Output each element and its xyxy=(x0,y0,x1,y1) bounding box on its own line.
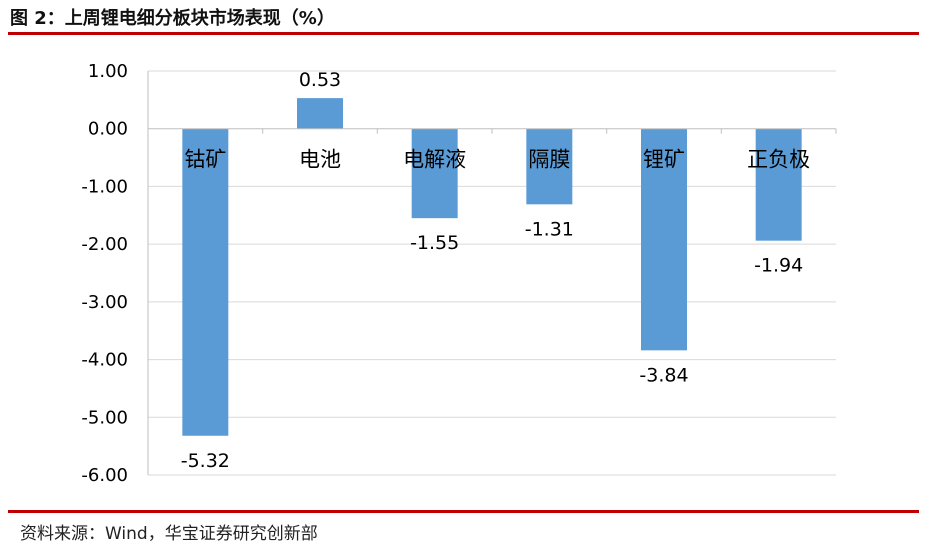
y-tick-label: -2.00 xyxy=(81,234,128,255)
data-label: -5.32 xyxy=(181,450,230,472)
y-tick-label: -4.00 xyxy=(81,350,128,371)
category-label: 钴矿 xyxy=(184,148,226,172)
data-label: -3.84 xyxy=(639,364,688,386)
y-tick-label: -1.00 xyxy=(81,176,128,197)
category-label: 锂矿 xyxy=(643,148,685,172)
bar-钴矿 xyxy=(182,128,229,436)
bar-锂矿 xyxy=(641,128,687,351)
bar-电解液 xyxy=(411,128,458,219)
category-label: 正负极 xyxy=(747,148,810,172)
bar-labels: 钴矿 -5.32 电池 0.53 电解液 -1.55 隔膜 -1.31 锂矿 -3.84 正负极 -1… xyxy=(181,69,810,472)
data-label: -1.94 xyxy=(754,255,803,277)
bar-隔膜 xyxy=(526,128,573,205)
category-label: 隔膜 xyxy=(528,148,570,172)
bars xyxy=(182,98,802,436)
y-tick-label: -5.00 xyxy=(81,407,128,428)
chart-title: 图 2：上周锂电细分板块市场表现（%） xyxy=(10,8,335,29)
data-label: -1.31 xyxy=(525,218,574,240)
axes xyxy=(147,71,837,475)
data-label: 0.53 xyxy=(299,69,341,91)
source-note: 资料来源：Wind，华宝证券研究创新部 xyxy=(20,524,318,544)
bar-正负极 xyxy=(755,128,802,241)
bar-电池 xyxy=(297,98,343,129)
footer-rule xyxy=(8,510,919,513)
header-rule xyxy=(8,32,919,35)
y-tick-label: 0.00 xyxy=(88,119,128,140)
category-label: 电池 xyxy=(299,148,341,172)
gridlines xyxy=(148,70,836,476)
y-tick-label: -6.00 xyxy=(81,465,128,486)
y-axis-ticks: 1.00 0.00 -1.00 -2.00 -3.00 -4.00 -5.00 -6.00 xyxy=(81,61,128,486)
y-tick-label: -3.00 xyxy=(81,292,128,313)
data-label: -1.55 xyxy=(410,232,459,254)
category-label: 电解液 xyxy=(403,148,466,172)
y-tick-label: 1.00 xyxy=(88,61,128,82)
